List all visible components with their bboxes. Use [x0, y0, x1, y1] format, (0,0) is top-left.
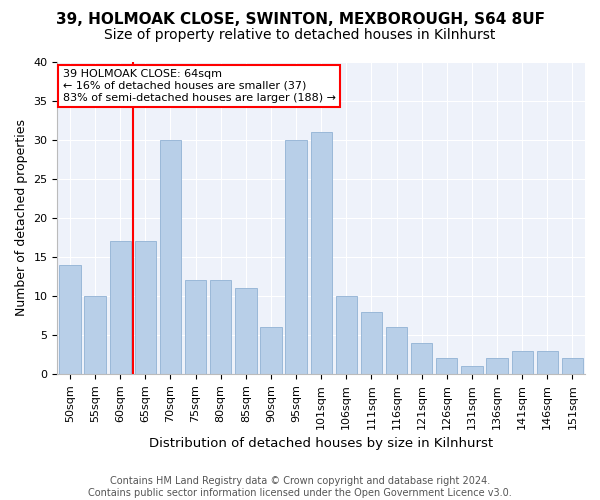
Bar — [487, 358, 508, 374]
Bar — [210, 280, 232, 374]
Bar — [134, 241, 156, 374]
X-axis label: Distribution of detached houses by size in Kilnhurst: Distribution of detached houses by size … — [149, 437, 493, 450]
Bar — [536, 350, 558, 374]
Bar — [386, 327, 407, 374]
Bar — [335, 296, 357, 374]
Bar — [562, 358, 583, 374]
Text: Size of property relative to detached houses in Kilnhurst: Size of property relative to detached ho… — [104, 28, 496, 42]
Bar — [512, 350, 533, 374]
Bar — [311, 132, 332, 374]
Bar — [260, 327, 281, 374]
Text: 39, HOLMOAK CLOSE, SWINTON, MEXBOROUGH, S64 8UF: 39, HOLMOAK CLOSE, SWINTON, MEXBOROUGH, … — [56, 12, 545, 28]
Text: 39 HOLMOAK CLOSE: 64sqm
← 16% of detached houses are smaller (37)
83% of semi-de: 39 HOLMOAK CLOSE: 64sqm ← 16% of detache… — [62, 70, 335, 102]
Bar — [361, 312, 382, 374]
Y-axis label: Number of detached properties: Number of detached properties — [15, 120, 28, 316]
Bar — [85, 296, 106, 374]
Bar — [110, 241, 131, 374]
Bar — [160, 140, 181, 374]
Bar — [235, 288, 257, 374]
Text: Contains HM Land Registry data © Crown copyright and database right 2024.
Contai: Contains HM Land Registry data © Crown c… — [88, 476, 512, 498]
Bar — [185, 280, 206, 374]
Bar — [436, 358, 457, 374]
Bar — [411, 343, 433, 374]
Bar — [461, 366, 482, 374]
Bar — [59, 264, 80, 374]
Bar — [286, 140, 307, 374]
